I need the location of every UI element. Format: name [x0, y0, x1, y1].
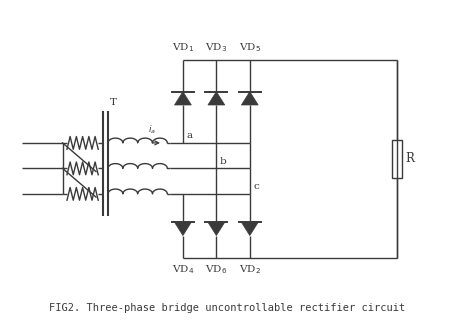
Polygon shape: [174, 92, 192, 105]
Polygon shape: [208, 222, 225, 236]
Polygon shape: [241, 92, 258, 105]
Text: VD$_4$: VD$_4$: [172, 263, 194, 276]
Text: b: b: [220, 157, 227, 166]
Text: VD$_6$: VD$_6$: [205, 263, 228, 276]
Bar: [392, 140, 402, 178]
Polygon shape: [241, 222, 258, 236]
Text: T: T: [110, 98, 117, 107]
Text: VD$_2$: VD$_2$: [239, 263, 261, 276]
Text: $i_a$: $i_a$: [148, 123, 156, 136]
Text: FIG2. Three-phase bridge uncontrollable rectifier circuit: FIG2. Three-phase bridge uncontrollable …: [50, 303, 405, 313]
Polygon shape: [174, 222, 192, 236]
Text: VD$_5$: VD$_5$: [239, 41, 261, 54]
Polygon shape: [208, 92, 225, 105]
Text: c: c: [253, 182, 259, 191]
Text: VD$_3$: VD$_3$: [205, 41, 228, 54]
Text: VD$_1$: VD$_1$: [172, 41, 194, 54]
Text: a: a: [187, 131, 192, 140]
Text: R: R: [405, 152, 414, 165]
